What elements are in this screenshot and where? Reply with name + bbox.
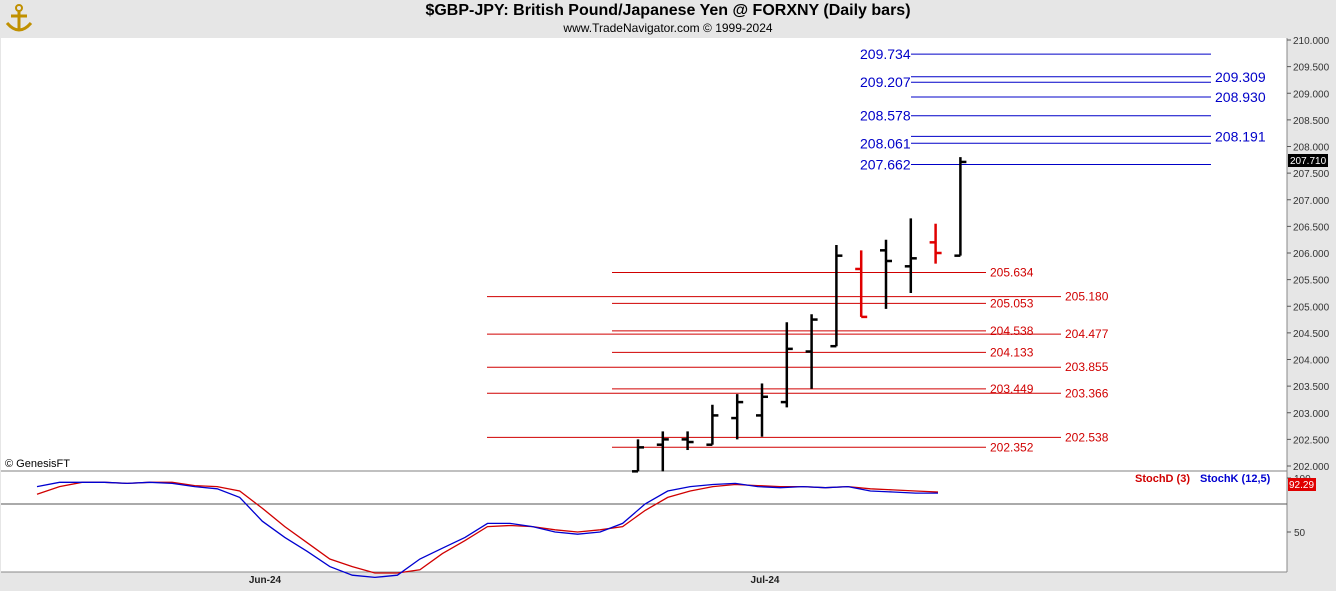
last-price-badge [1288,154,1328,167]
chart-title: $GBP-JPY: British Pound/Japanese Yen @ F… [425,2,911,19]
lower-level-label: 203.855 [1065,360,1109,374]
chart-header: $GBP-JPY: British Pound/Japanese Yen @ F… [0,0,1336,38]
price-tick-label: 207.000 [1293,196,1330,207]
price-tick-label: 205.000 [1293,302,1330,313]
lower-level-label: 203.449 [990,382,1034,396]
upper-level-label: 208.578 [860,108,911,124]
price-tick-label: 206.500 [1293,222,1330,233]
price-tick-label: 210.000 [1293,36,1330,47]
lower-level-label: 205.634 [990,265,1034,279]
ohlc-bar [880,239,892,309]
lower-level-label: 205.053 [990,296,1034,310]
price-axis: 210.000 209.500 209.000 208.500 208.000 207.5… [1287,36,1330,473]
stochd-line [36,481,939,574]
price-tick-label: 205.500 [1293,276,1330,287]
ohlc-bar [656,431,669,472]
upper-level-label: 208.191 [1215,128,1266,144]
stochk-legend: StochK (12,5) [1200,473,1271,485]
ohlc-bar [855,250,868,319]
time-tick-label: Jul-24 [751,575,780,586]
ohlc-bar [929,223,942,264]
price-tick-label: 208.000 [1293,143,1330,154]
ohlc-bar [904,218,917,293]
price-tick-label: 207.500 [1293,169,1330,180]
stoch-last-label: 92.29 [1289,480,1314,491]
anchor-logo-icon [5,4,33,32]
price-bars [632,157,967,473]
time-axis: Jun-24 Jul-24 [249,575,780,586]
ohlc-bar [830,245,843,348]
ohlc-bar [805,314,818,389]
upper-level-label: 209.734 [860,46,911,62]
price-tick-label: 203.500 [1293,382,1330,393]
stoch-last-badge [1288,478,1316,491]
lower-level-label: 204.133 [990,345,1034,359]
time-tick-label: Jun-24 [249,575,282,586]
lower-level-label: 204.538 [990,324,1034,338]
lower-level-label: 202.352 [990,440,1034,454]
ohlc-bar [954,157,967,257]
lower-level-label: 203.366 [1065,386,1109,400]
upper-level-label: 209.207 [860,74,911,90]
last-price-label: 207.710 [1290,156,1327,167]
ohlc-bar [632,439,644,473]
price-tick-label: 209.500 [1293,63,1330,74]
lower-level-label: 205.180 [1065,290,1109,304]
price-tick-label: 204.500 [1293,329,1330,340]
price-tick-label: 209.000 [1293,89,1330,100]
lower-level-label: 204.477 [1065,327,1109,341]
stochd-legend: StochD (3) [1135,473,1190,485]
price-tick-label: 206.000 [1293,249,1330,260]
ohlc-bar [706,404,719,446]
upper-level-label: 208.930 [1215,89,1266,105]
price-panel [1,38,1287,470]
price-tick-label: 204.000 [1293,356,1330,367]
stochk-line [36,481,938,579]
ohlc-bar [780,322,793,408]
upper-level-label: 207.662 [860,156,911,172]
price-tick-label: 203.000 [1293,409,1330,420]
stoch-lines [36,481,939,579]
price-tick-label: 208.500 [1293,116,1330,127]
ohlc-bar [756,383,768,437]
price-tick-label: 202.000 [1293,462,1330,473]
upper-level-label: 209.309 [1215,69,1266,85]
price-tick-label: 202.500 [1293,435,1330,446]
chart-subtitle: www.TradeNavigator.com © 1999-2024 [563,21,773,35]
ohlc-bar [731,394,744,440]
upper-level-label: 208.061 [860,135,911,151]
lower-level-label: 202.538 [1065,430,1109,444]
level-lines: 209.734 209.309 209.207 208.930 208.578 208.1… [487,46,1266,454]
ohlc-bar [681,431,694,451]
stoch-tick-label: 50 [1294,528,1306,539]
copyright-label: © GenesisFT [5,458,70,470]
